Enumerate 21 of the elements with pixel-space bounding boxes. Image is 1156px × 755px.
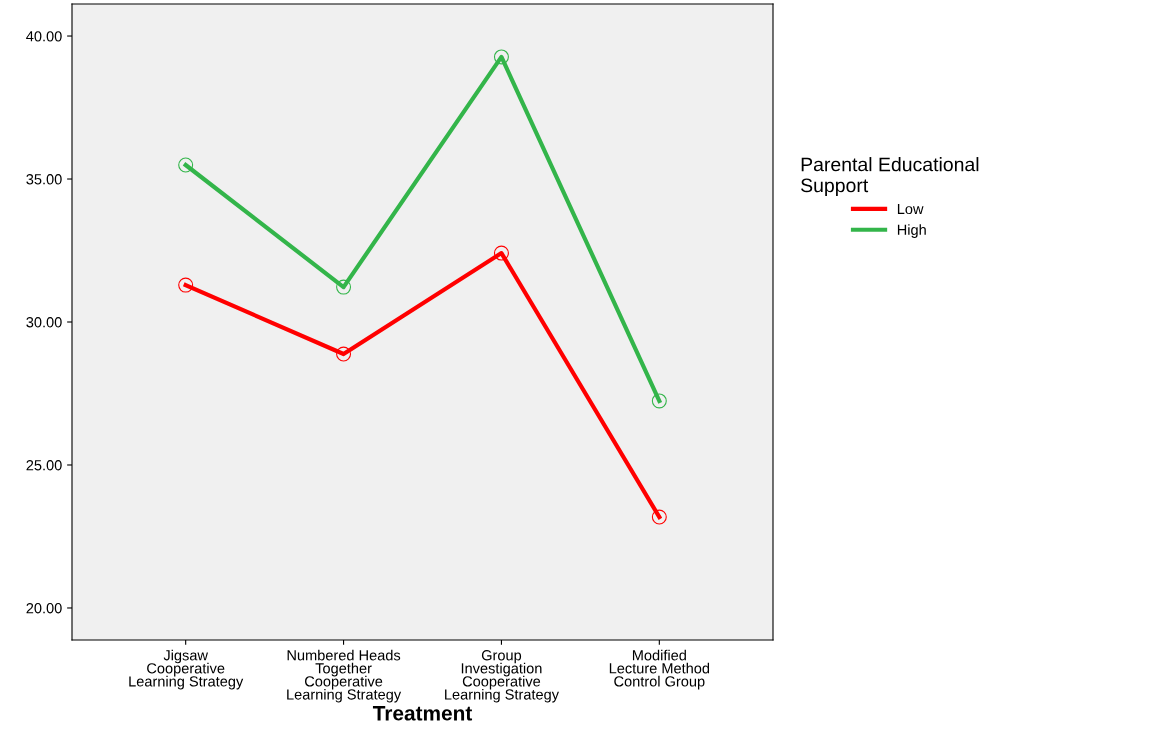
y-tick-label: 20.00 xyxy=(26,603,62,614)
x-axis-title: Treatment xyxy=(372,706,473,721)
point xyxy=(651,509,667,525)
point xyxy=(493,49,509,65)
point xyxy=(336,279,352,295)
legend-label: Low xyxy=(897,203,924,215)
x-tick-label: Numbered Heads Together Cooperative Learning Strategy xyxy=(287,649,402,703)
y-tick-label: 30.00 xyxy=(26,317,62,328)
x-tick-label: Group Investigation Cooperative Learning Strategy xyxy=(445,650,559,703)
y-tick-label: 40.00 xyxy=(26,31,62,42)
point xyxy=(336,346,352,362)
y-tick-label: 35.00 xyxy=(26,174,62,185)
point xyxy=(493,245,509,261)
x-tick-label: Modified Lecture Method Control Group xyxy=(609,649,710,690)
y-tick-label: 25.00 xyxy=(26,460,62,471)
legend-title: Parental Educational Support xyxy=(801,157,979,197)
x-tick-label: Jigsaw Cooperative Learning Strategy xyxy=(129,649,244,690)
point xyxy=(178,157,194,173)
point xyxy=(178,277,194,293)
legend-label: High xyxy=(897,224,926,238)
point xyxy=(651,393,667,409)
